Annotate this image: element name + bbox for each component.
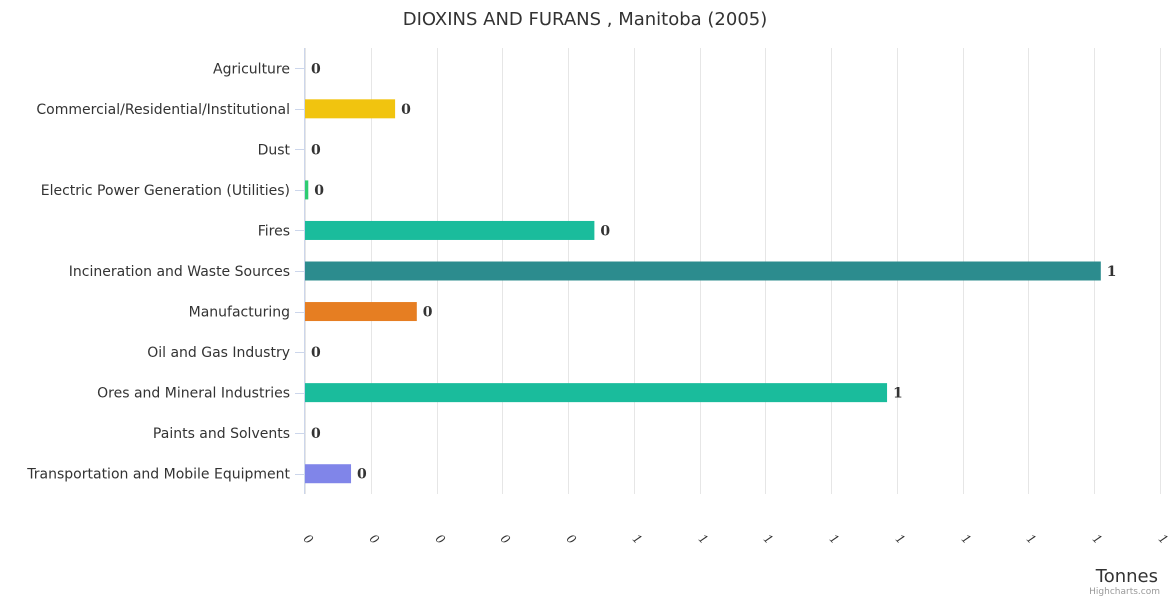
bar[interactable] [305, 383, 888, 403]
y-category-label: Paints and Solvents [153, 426, 290, 442]
credits-link[interactable]: Highcharts.com [1089, 587, 1160, 597]
x-tick-label: 1 [761, 532, 776, 547]
x-tick-label: 1 [1024, 532, 1039, 547]
x-tick-label: 0 [498, 532, 514, 548]
y-category-label: Ores and Mineral Industries [97, 386, 290, 402]
x-tick-label: 1 [696, 532, 711, 547]
bar[interactable] [305, 99, 396, 119]
x-tick-label: 0 [433, 532, 449, 548]
x-tick-label: 1 [959, 532, 974, 547]
data-label: 0 [314, 183, 324, 199]
data-label: 0 [311, 345, 321, 361]
y-category-label: Transportation and Mobile Equipment [26, 467, 290, 483]
data-label: 0 [311, 426, 321, 442]
x-tick-label: 0 [367, 532, 383, 548]
data-label: 0 [401, 102, 411, 118]
data-label: 0 [357, 467, 367, 483]
data-label: 0 [311, 142, 321, 158]
y-category-label: Manufacturing [189, 305, 290, 321]
y-category-label: Commercial/Residential/Institutional [36, 102, 290, 118]
x-tick-label: 0 [564, 532, 580, 548]
x-tick-label: 0 [301, 532, 317, 548]
bar[interactable] [305, 180, 309, 200]
y-category-label: Fires [258, 223, 290, 239]
y-category-label: Agriculture [213, 61, 290, 77]
y-category-label: Incineration and Waste Sources [69, 264, 290, 280]
axes: 0 0 0 0 0 1 1 1 1 1 1 1 1 1 [295, 48, 1170, 547]
data-label: 1 [893, 386, 903, 402]
x-tick-label: 1 [630, 532, 645, 547]
y-category-label: Oil and Gas Industry [147, 345, 290, 361]
data-label: 1 [1107, 264, 1117, 280]
y-category-label: Electric Power Generation (Utilities) [41, 183, 290, 199]
x-axis-title: Tonnes [1095, 566, 1158, 587]
bar[interactable] [305, 302, 417, 322]
chart-title: DIOXINS AND FURANS , Manitoba (2005) [403, 9, 768, 30]
data-label: 0 [423, 305, 433, 321]
data-label: 0 [311, 61, 321, 77]
x-tick-label: 1 [1156, 532, 1170, 547]
labels: Agriculture 0 Commercial/Residential/Insti… [26, 61, 1116, 482]
x-tick-label: 1 [1090, 532, 1105, 547]
bar[interactable] [305, 464, 352, 484]
bar[interactable] [305, 220, 595, 240]
y-category-label: Dust [258, 142, 291, 158]
x-tick-label: 1 [893, 532, 908, 547]
data-label: 0 [600, 223, 610, 239]
bars [305, 99, 1101, 484]
bar[interactable] [305, 261, 1101, 281]
x-tick-label: 1 [827, 532, 842, 547]
